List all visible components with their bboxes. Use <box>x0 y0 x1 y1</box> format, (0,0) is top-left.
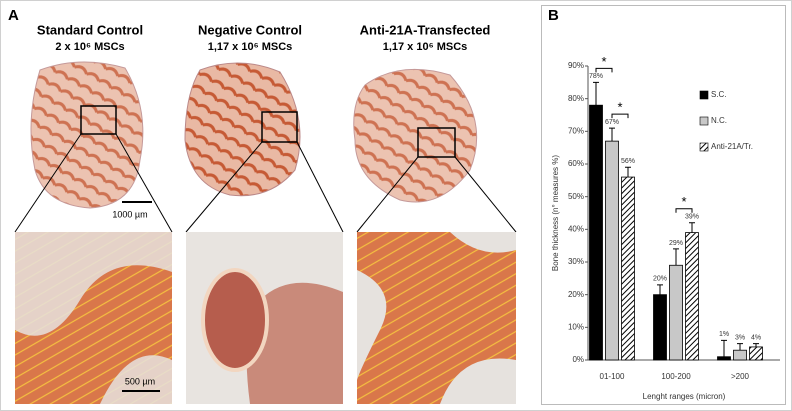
legend-label: Anti-21A/Tr. <box>711 142 753 151</box>
y-tick-label: 40% <box>568 224 584 233</box>
y-tick-label: 60% <box>568 159 584 168</box>
x-axis-label: Lenght ranges (micron) <box>643 392 726 401</box>
column-subtitle: 1,17 x 10⁶ MSCs <box>208 41 293 53</box>
bar <box>669 264 683 361</box>
bar <box>653 294 667 361</box>
legend-swatch <box>699 142 709 152</box>
error-bar <box>657 284 663 295</box>
significance-bracket <box>611 113 629 119</box>
scale-bar-label: 1000 µm <box>112 209 147 219</box>
y-tick-label: 80% <box>568 94 584 103</box>
significance-label: * <box>681 194 686 209</box>
significance-label: * <box>601 54 606 69</box>
bar <box>749 346 763 361</box>
x-tick-label: 100-200 <box>661 372 691 381</box>
legend-swatch <box>699 90 709 100</box>
value-label: 78% <box>589 73 603 80</box>
y-tick-label: 30% <box>568 257 584 266</box>
panel-label: A <box>8 7 19 24</box>
bar <box>733 349 747 361</box>
x-tick-label: >200 <box>731 372 750 381</box>
value-label: 20% <box>653 276 667 283</box>
value-label: 29% <box>669 240 683 247</box>
significance-bracket <box>675 208 693 213</box>
column-subtitle: 1,17 x 10⁶ MSCs <box>383 41 468 53</box>
value-label: 56% <box>621 158 635 165</box>
x-tick-label: 01-100 <box>600 372 625 381</box>
significance-bracket <box>595 67 613 73</box>
legend-label: S.C. <box>711 90 727 99</box>
y-tick-label: 0% <box>572 355 584 364</box>
bar <box>621 176 635 361</box>
value-label: 1% <box>719 331 729 338</box>
y-tick-label: 20% <box>568 290 584 299</box>
value-label: 3% <box>735 335 745 342</box>
bar <box>685 232 699 361</box>
y-tick-label: 50% <box>568 192 584 201</box>
y-tick-label: 70% <box>568 126 584 135</box>
histology-images <box>14 61 517 404</box>
y-axis-label: Bone thickness (n° measures %) <box>551 155 560 271</box>
value-label: 39% <box>685 214 699 221</box>
error-bar <box>721 339 727 357</box>
column-title: Standard Control <box>37 22 143 37</box>
y-tick-label: 10% <box>568 322 584 331</box>
bar <box>589 104 603 361</box>
bar <box>717 356 731 361</box>
column-subtitle: 2 x 10⁶ MSCs <box>55 41 124 53</box>
significance-label: * <box>617 100 622 115</box>
panel-b-frame <box>541 5 786 405</box>
value-label: 67% <box>605 119 619 126</box>
error-bar <box>625 166 631 178</box>
error-bar <box>673 248 679 266</box>
error-bar <box>609 127 615 142</box>
column-title: Negative Control <box>198 22 302 37</box>
y-tick-label: 90% <box>568 61 584 70</box>
scale-bar-label: 500 µm <box>125 376 155 386</box>
bar <box>605 140 619 361</box>
error-bar <box>737 343 743 351</box>
error-bar <box>689 222 695 233</box>
error-bar <box>593 81 599 106</box>
legend-swatch <box>699 116 709 126</box>
value-label: 4% <box>751 335 761 342</box>
panel-label: B <box>548 7 559 24</box>
legend-label: N.C. <box>711 116 727 125</box>
column-title: Anti-21A-Transfected <box>360 22 491 37</box>
error-bar <box>753 343 759 347</box>
